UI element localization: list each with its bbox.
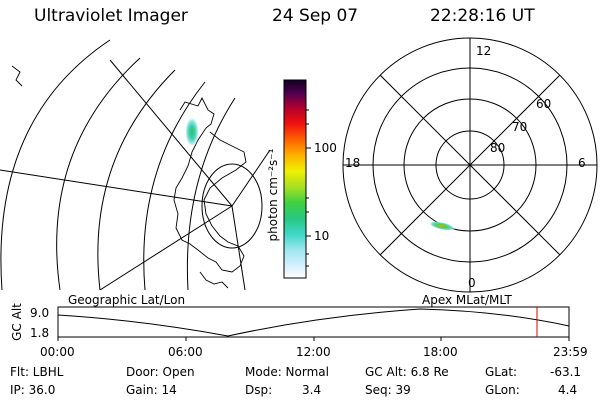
orbit-ylabel: GC Alt: [10, 303, 24, 341]
orbit-ytick-min: 1.8: [30, 326, 50, 340]
status-glat-label: GLat:: [485, 365, 518, 379]
lat-label-70: 70: [512, 120, 528, 134]
status-seq: Seq: 39: [365, 383, 411, 397]
orbit-xtick-1: 06:00: [168, 345, 203, 359]
aurora-spot-polar: [428, 221, 456, 231]
lat-arc-4: [186, 97, 236, 290]
status-dsp-value: 3.4: [302, 383, 322, 397]
orbit-altitude-curve: [57, 308, 570, 337]
date-label: 24 Sep 07: [272, 6, 359, 26]
lon-line-4: [231, 149, 271, 207]
time-label: 22:28:16 UT: [430, 6, 535, 26]
orbit-plot: [57, 306, 570, 341]
geographic-title: Geographic Lat/Lon: [68, 293, 186, 307]
status-glon-label: GLon:: [485, 383, 520, 397]
colorbar-label-10: 10: [314, 229, 330, 243]
lon-line-2: [0, 169, 233, 207]
mlt-label-0: 0: [468, 276, 476, 290]
mlt-label-12: 12: [476, 44, 492, 58]
coastline-main: [173, 96, 247, 273]
status-gain: Gain: 14: [126, 383, 177, 397]
lat-label-60: 60: [536, 97, 552, 111]
status-filter: Flt: LBHL: [10, 365, 64, 379]
polar-diag-2: [379, 74, 561, 256]
aurora-spot-geo: [185, 117, 199, 147]
status-glat-value: -63.1: [550, 365, 582, 379]
lat-arc-1: [56, 57, 141, 290]
instrument-title: Ultraviolet Imager: [34, 6, 188, 26]
coastline-lower: [199, 271, 229, 289]
orbit-xtick-0: 00:00: [40, 345, 75, 359]
lat-label-80: 80: [490, 141, 506, 155]
colorbar-unit-label: photon cm⁻²s⁻¹: [266, 148, 280, 242]
status-ip: IP: 36.0: [10, 383, 56, 397]
lat-arc-3: [143, 81, 206, 290]
geographic-map: [0, 39, 271, 290]
status-glon-value: 4.4: [558, 383, 578, 397]
colorbar-label-100: 100: [314, 141, 337, 155]
orbit-ytick-max: 9.0: [30, 306, 50, 320]
lon-line-5: [231, 205, 246, 290]
pole-circle: [201, 163, 263, 249]
orbit-xtick-2: 12:00: [296, 345, 331, 359]
polar-plot: [342, 37, 598, 293]
status-mode: Mode: Normal: [245, 365, 329, 379]
coastline-small: [11, 65, 23, 87]
status-gc-alt: GC Alt: 6.8 Re: [365, 365, 449, 379]
apex-title: Apex MLat/MLT: [422, 293, 512, 307]
lon-line-3: [99, 205, 233, 290]
orbit-xtick-3: 18:00: [423, 345, 458, 359]
lat-arc-5: [0, 39, 111, 290]
colorbar: [283, 79, 307, 279]
mlt-label-6: 6: [578, 156, 586, 170]
status-dsp-label: Dsp:: [245, 383, 273, 397]
status-door: Door: Open: [126, 365, 195, 379]
lat-arc-2: [97, 69, 176, 290]
orbit-xtick-4: 23:59: [553, 345, 588, 359]
mlt-label-18: 18: [345, 156, 361, 170]
lon-line-1: [109, 59, 233, 207]
